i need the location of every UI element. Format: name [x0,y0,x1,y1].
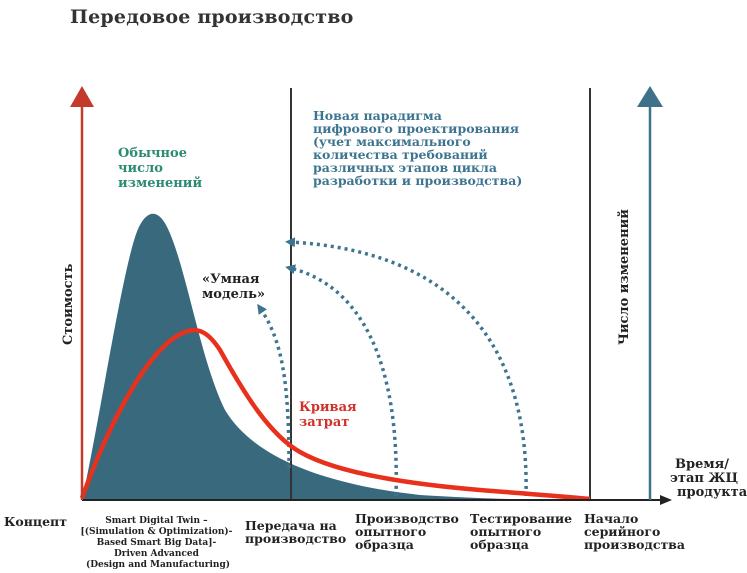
stage-prototype-testing-line: опытного [470,524,541,539]
smart-model-line: «Умная [202,272,260,287]
stage-smart-twin-line: (Design and Manufacturing) [86,559,230,570]
cost-curve-label-line: затрат [299,415,349,430]
y-axis-changes-label: Число изменений [617,209,632,345]
x-axis-label-line: продукта [677,485,747,500]
x-axis-label-line: этап ЖЦ [670,471,738,486]
cost-curve [79,327,591,502]
stage-prototype-production: Производство опытного образца [355,511,463,552]
stage-transfer-line: производство [245,531,346,546]
usual-changes-line: число [118,161,163,176]
stage-smart-twin-line: Driven Advanced [114,549,200,559]
cost-curve-annotation: Кривая затрат [299,400,361,430]
new-paradigm-line: разработки и производства) [313,173,522,188]
new-paradigm-annotation: Новая парадигма цифрового проектирования… [313,108,523,188]
stage-prototype-testing-line: Тестирование [470,511,572,526]
x-axis-label-line: Время/ [675,457,729,472]
stage-transfer: Передача на производство [245,518,346,546]
stage-smart-twin-line: [(Simulation & Optimization)- [80,526,232,537]
stage-serial-start-line: производства [584,537,685,552]
smart-model-annotation: «Умная модель» [202,272,265,302]
new-paradigm-line: (учет максимального [313,134,471,149]
new-paradigm-line: количества требований [313,147,488,162]
stage-smart-twin-line: Smart Digital Twin – [105,516,208,526]
stage-smart-twin: Smart Digital Twin – [(Simulation & Opti… [80,516,235,570]
stage-prototype-testing: Тестирование опытного образца [470,511,576,552]
cost-axis-arrow-icon [70,86,94,107]
smart-model-arc-2 [285,264,399,497]
new-paradigm-line: цифрового проектирования [313,121,519,136]
stage-serial-start-line: серийного [584,524,660,539]
changes-area [82,213,590,500]
usual-changes-line: Обычное [118,146,187,161]
new-paradigm-line: различных этапов цикла [313,160,497,175]
cost-curve-label-line: Кривая [299,400,357,415]
smart-model-arc-1 [257,303,291,469]
usual-changes-line: изменений [118,176,202,191]
new-paradigm-line: Новая парадигма [313,108,442,123]
changes-axis-arrow-icon [637,86,663,107]
usual-changes-annotation: Обычное число изменений [118,146,202,191]
x-axis-label: Время/ этап ЖЦ продукта [670,457,747,500]
stage-concept: Концепт [4,514,67,529]
stage-prototype-production-line: опытного [355,524,426,539]
x-axis-arrow-icon [660,495,672,505]
stage-prototype-production-line: Производство [355,511,459,526]
stage-prototype-production-line: образца [355,537,414,552]
smart-model-arc-3 [285,237,528,497]
stage-serial-start: Начало серийного производства [584,511,685,552]
stage-transfer-line: Передача на [245,518,337,533]
page-title: Передовое производство [70,6,354,28]
stage-smart-twin-line: Based Smart Big Data]- [97,538,217,548]
stage-prototype-testing-line: образца [470,537,529,552]
y-axis-cost-label: Стоимость [61,263,76,345]
stage-serial-start-line: Начало [584,511,638,526]
smart-model-line: модель» [202,287,265,302]
